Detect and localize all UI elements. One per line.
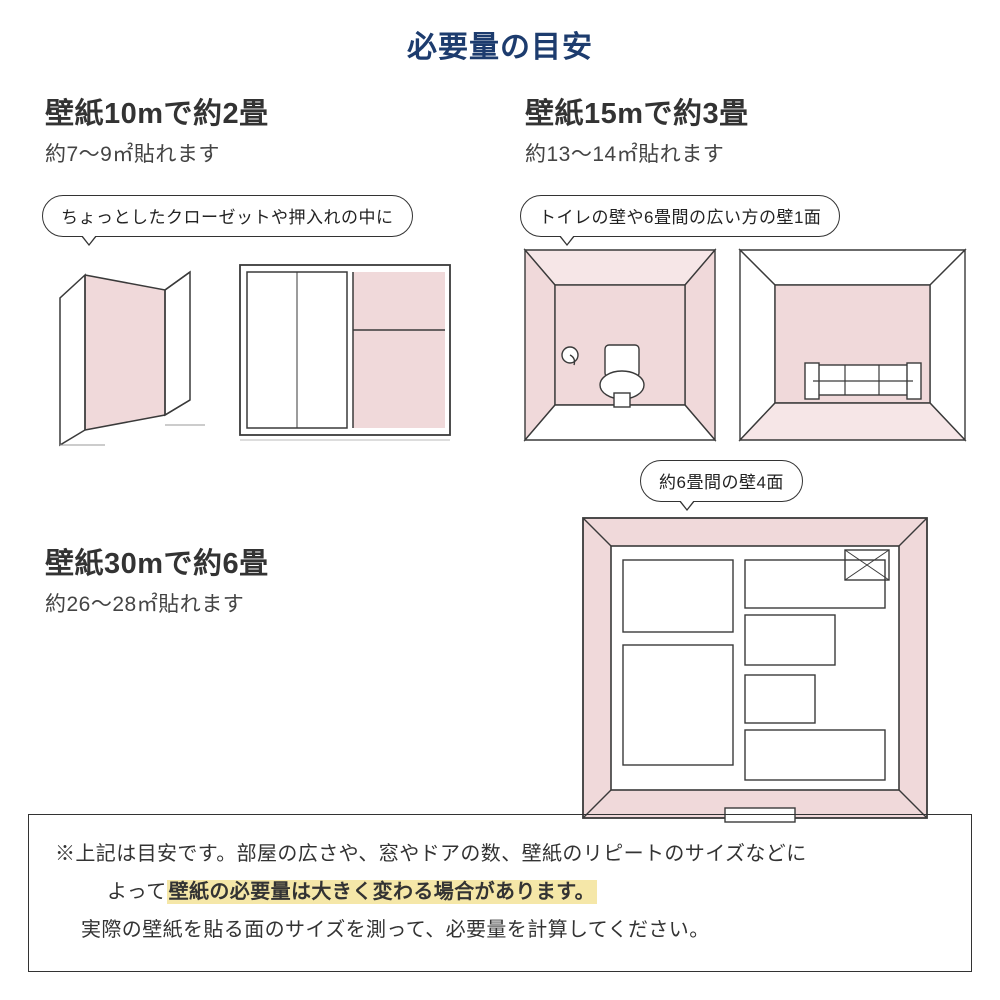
- bubble-closet: ちょっとしたクローゼットや押入れの中に: [42, 195, 413, 237]
- block-30m-sub: 約26〜28㎡貼れます: [45, 588, 269, 618]
- block-15m-title: 壁紙15mで約3畳: [525, 90, 749, 132]
- block-15m-sub: 約13〜14㎡貼れます: [525, 138, 749, 168]
- block-30m: 壁紙30mで約6畳 約26〜28㎡貼れます: [45, 540, 269, 618]
- illus-toilet: [520, 245, 720, 445]
- block-10m-sub: 約7〜9㎡貼れます: [45, 138, 269, 168]
- bubble-6tatami: 約6畳間の壁4面: [640, 460, 803, 502]
- note-line-1: ※上記は目安です。部屋の広さや、窓やドアの数、壁紙のリピートのサイズなどに: [55, 835, 945, 873]
- block-15m: 壁紙15mで約3畳 約13〜14㎡貼れます: [525, 90, 749, 168]
- note-line-3: 実際の壁紙を貼る面のサイズを測って、必要量を計算してください。: [55, 911, 945, 949]
- note-box: ※上記は目安です。部屋の広さや、窓やドアの数、壁紙のリピートのサイズなどに よっ…: [28, 814, 972, 972]
- block-30m-title: 壁紙30mで約6畳: [45, 540, 269, 582]
- illus-oshiire: [235, 260, 455, 445]
- note-line-2-pre: よって: [107, 881, 167, 903]
- block-10m: 壁紙10mで約2畳 約7〜9㎡貼れます: [45, 90, 269, 168]
- note-highlight: 壁紙の必要量は大きく変わる場合があります。: [167, 880, 597, 904]
- page-title: 必要量の目安: [0, 0, 1000, 66]
- bubble-toilet: トイレの壁や6畳間の広い方の壁1面: [520, 195, 840, 237]
- illus-room-wall: [735, 245, 970, 445]
- illus-floorplan: [575, 510, 935, 830]
- note-line-2: よって壁紙の必要量は大きく変わる場合があります。: [55, 873, 945, 911]
- block-10m-title: 壁紙10mで約2畳: [45, 90, 269, 132]
- illus-closet: [45, 250, 215, 450]
